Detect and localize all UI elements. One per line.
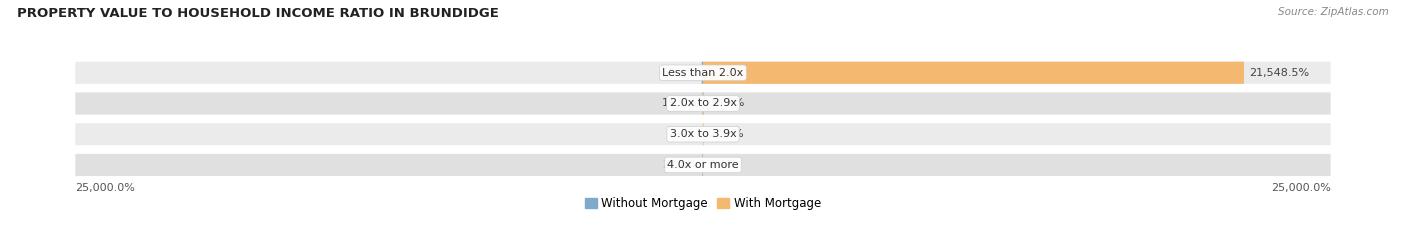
FancyBboxPatch shape — [76, 93, 1330, 115]
Text: 4.0x or more: 4.0x or more — [668, 160, 738, 170]
Text: 6.4%: 6.4% — [709, 160, 737, 170]
FancyBboxPatch shape — [703, 62, 1244, 84]
Text: 25,000.0%: 25,000.0% — [1271, 183, 1330, 193]
FancyBboxPatch shape — [76, 154, 1330, 176]
FancyBboxPatch shape — [76, 123, 1330, 145]
Text: 2.0x to 2.9x: 2.0x to 2.9x — [669, 99, 737, 109]
Text: Less than 2.0x: Less than 2.0x — [662, 68, 744, 78]
Text: Source: ZipAtlas.com: Source: ZipAtlas.com — [1278, 7, 1389, 17]
Text: 50.8%: 50.8% — [661, 68, 697, 78]
Text: PROPERTY VALUE TO HOUSEHOLD INCOME RATIO IN BRUNDIDGE: PROPERTY VALUE TO HOUSEHOLD INCOME RATIO… — [17, 7, 499, 20]
Text: 21,548.5%: 21,548.5% — [1249, 68, 1309, 78]
Text: 36.9%: 36.9% — [709, 99, 744, 109]
Text: 3.0x to 3.9x: 3.0x to 3.9x — [669, 129, 737, 139]
FancyBboxPatch shape — [76, 62, 1330, 84]
Text: 21.8%: 21.8% — [662, 160, 697, 170]
Text: 19.7%: 19.7% — [662, 99, 697, 109]
Text: 4.4%: 4.4% — [669, 129, 697, 139]
Text: 22.8%: 22.8% — [709, 129, 744, 139]
Legend: Without Mortgage, With Mortgage: Without Mortgage, With Mortgage — [585, 197, 821, 210]
Text: 25,000.0%: 25,000.0% — [76, 183, 135, 193]
